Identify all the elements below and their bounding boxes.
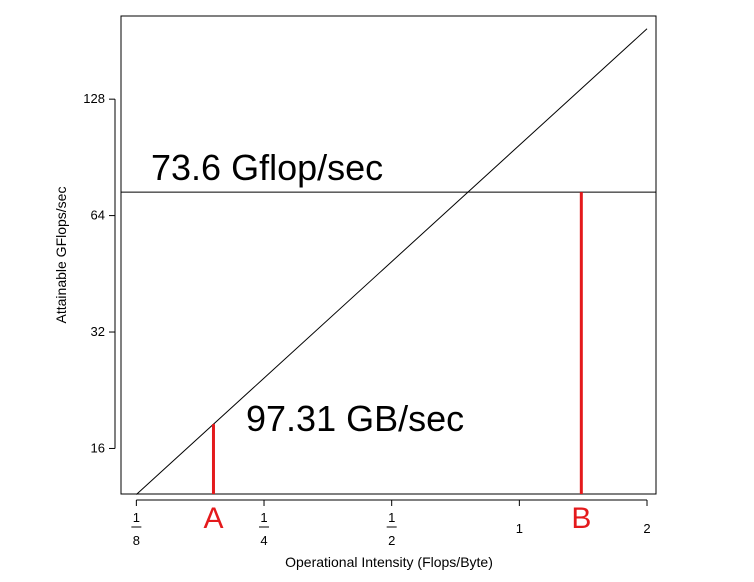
x-tick-label-numerator: 1 — [388, 510, 395, 525]
x-tick-label: 1 — [516, 521, 523, 536]
y-tick-label: 32 — [91, 324, 105, 339]
y-tick-label: 128 — [83, 91, 105, 106]
x-tick-label-numerator: 1 — [260, 510, 267, 525]
y-tick-label: 64 — [91, 208, 105, 223]
x-tick-label-denominator: 4 — [260, 533, 267, 548]
marker-label-b: B — [571, 502, 591, 535]
x-tick-label-denominator: 2 — [388, 533, 395, 548]
bandwidth-label: 97.31 GB/sec — [246, 398, 464, 439]
x-axis: 1 8 1 4 1 2 1 2 — [131, 499, 651, 548]
x-tick-label-numerator: 1 — [133, 510, 140, 525]
peak-performance-label: 73.6 Gflop/sec — [151, 147, 383, 188]
y-axis-title: Attainable GFlops/sec — [53, 187, 69, 324]
marker-label-a: A — [203, 502, 223, 535]
y-axis: 16 32 64 128 — [83, 91, 116, 455]
memory-bandwidth-line — [136, 28, 648, 495]
y-tick-label: 16 — [91, 440, 105, 455]
x-axis-title: Operational Intensity (Flops/Byte) — [285, 554, 493, 570]
x-tick-label: 2 — [643, 521, 650, 536]
plot-frame — [120, 15, 657, 495]
x-tick-label-denominator: 8 — [133, 533, 140, 548]
